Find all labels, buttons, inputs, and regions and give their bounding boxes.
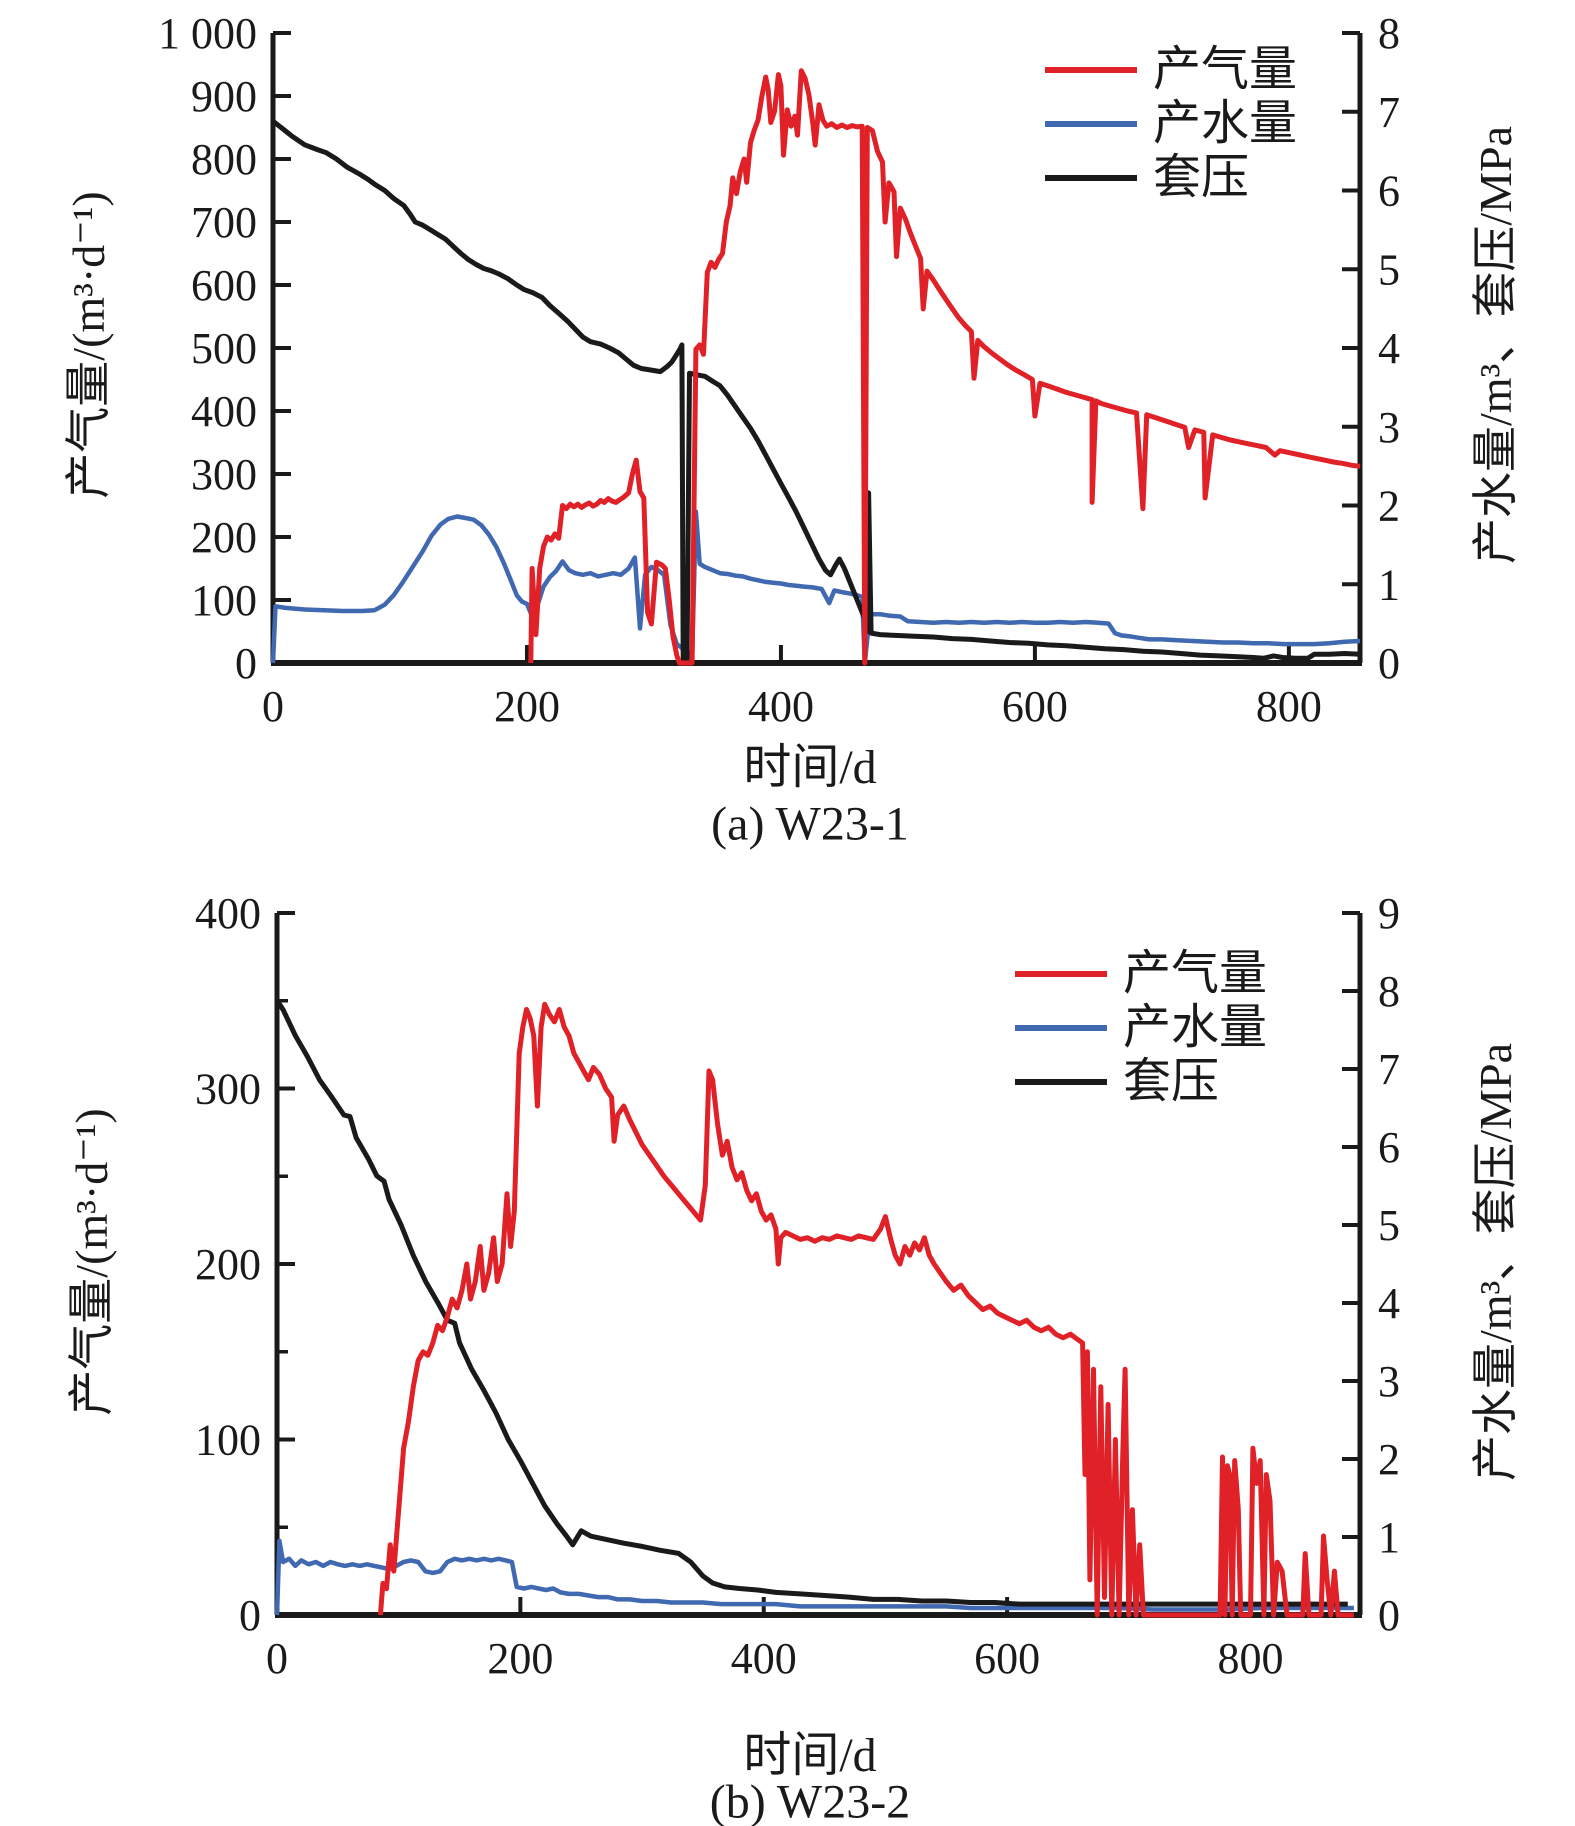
x-tick-label: 600 (1002, 682, 1068, 731)
chart-b-right-axis-title: 产水量/m³、套压/MPa (1470, 1042, 1521, 1482)
x-tick-label: 800 (1217, 1634, 1283, 1683)
y-right-tick-label: 5 (1378, 1201, 1400, 1250)
y-right-tick-label: 9 (1378, 889, 1400, 938)
y-right-tick-label: 5 (1378, 245, 1400, 294)
y-left-tick-label: 900 (191, 72, 257, 121)
y-right-tick-label: 3 (1378, 1357, 1400, 1406)
chart-b-legend-casing: 套压 (1015, 1058, 1219, 1106)
y-right-tick-label: 7 (1378, 1045, 1400, 1094)
water-line-a (270, 509, 1361, 666)
water-line-swatch (1015, 1025, 1107, 1031)
y-right-tick-label: 1 (1378, 1513, 1400, 1562)
x-tick-label: 0 (262, 682, 284, 731)
x-tick-label: 800 (1256, 682, 1322, 731)
chart-a-legend-casing: 套压 (1045, 154, 1249, 202)
y-left-tick-label: 500 (191, 324, 257, 373)
y-right-tick-label: 8 (1378, 967, 1400, 1016)
gas-legend-label: 产气量 (1123, 947, 1268, 1000)
y-left-tick-label: 300 (191, 450, 257, 499)
y-left-tick-label: 100 (191, 576, 257, 625)
y-right-tick-label: 4 (1378, 324, 1400, 373)
chart-a-x-axis-title: 时间/d (743, 741, 877, 794)
y-right-tick-label: 6 (1378, 1123, 1400, 1172)
y-left-tick-label: 800 (191, 135, 257, 184)
x-tick-label: 200 (487, 1634, 553, 1683)
y-left-tick-label: 1 000 (158, 9, 257, 58)
chart-b-legend-water: 产水量 (1015, 1004, 1267, 1052)
water-legend-label: 产水量 (1123, 1001, 1268, 1054)
water-legend-label: 产水量 (1153, 97, 1298, 150)
x-tick-label: 400 (748, 682, 814, 731)
gas-line-a (528, 68, 1361, 666)
chart-a-legend-gas: 产气量 (1045, 46, 1297, 94)
casing-line-swatch (1015, 1079, 1107, 1085)
chart-b-left-axis-title: 产气量/(m³·d⁻¹) (66, 1108, 117, 1416)
y-left-tick-label: 700 (191, 198, 257, 247)
y-right-tick-label: 7 (1378, 88, 1400, 137)
chart-a-left-axis-title: 产气量/(m³·d⁻¹) (63, 191, 114, 499)
y-left-tick-label: 400 (195, 889, 261, 938)
chart-a-caption: (a) W23-1 (711, 797, 909, 851)
chart-a-right-axis-title: 产水量/m³、套压/MPa (1470, 125, 1521, 565)
y-left-tick-label: 0 (235, 639, 257, 688)
y-right-tick-label: 2 (1378, 1435, 1400, 1484)
y-right-tick-label: 2 (1378, 482, 1400, 531)
chart-b-x-axis-title: 时间/d (743, 1729, 877, 1782)
chart-b-caption: (b) W23-2 (709, 1775, 911, 1826)
y-right-tick-label: 0 (1378, 639, 1400, 688)
gas-line-swatch (1015, 971, 1107, 977)
gas-line-b (377, 1001, 1354, 1618)
y-left-tick-label: 0 (239, 1591, 261, 1640)
y-left-tick-label: 200 (191, 513, 257, 562)
y-left-tick-label: 400 (191, 387, 257, 436)
x-tick-label: 200 (494, 682, 560, 731)
gas-legend-label: 产气量 (1153, 43, 1298, 96)
x-tick-label: 400 (731, 1634, 797, 1683)
y-left-tick-label: 600 (191, 261, 257, 310)
y-right-tick-label: 3 (1378, 403, 1400, 452)
x-tick-label: 0 (266, 1634, 288, 1683)
y-right-tick-label: 4 (1378, 1279, 1400, 1328)
casing-line-swatch (1045, 175, 1137, 181)
y-left-tick-label: 100 (195, 1416, 261, 1465)
chart-b-legend-gas: 产气量 (1015, 950, 1267, 998)
casing-line-a (271, 119, 1361, 666)
chart-a-legend-water: 产水量 (1045, 100, 1297, 148)
y-right-tick-label: 0 (1378, 1591, 1400, 1640)
casing-legend-label: 套压 (1153, 151, 1250, 204)
casing-legend-label: 套压 (1123, 1055, 1220, 1108)
y-left-tick-label: 300 (195, 1065, 261, 1114)
y-right-tick-label: 8 (1378, 9, 1400, 58)
gas-line-swatch (1045, 67, 1137, 73)
y-right-tick-label: 1 (1378, 560, 1400, 609)
casing-line-b (274, 999, 1348, 1607)
water-line-swatch (1045, 121, 1137, 127)
y-right-tick-label: 6 (1378, 167, 1400, 216)
x-tick-label: 600 (974, 1634, 1040, 1683)
water-line-b (274, 1538, 1354, 1616)
y-left-tick-label: 200 (195, 1240, 261, 1289)
